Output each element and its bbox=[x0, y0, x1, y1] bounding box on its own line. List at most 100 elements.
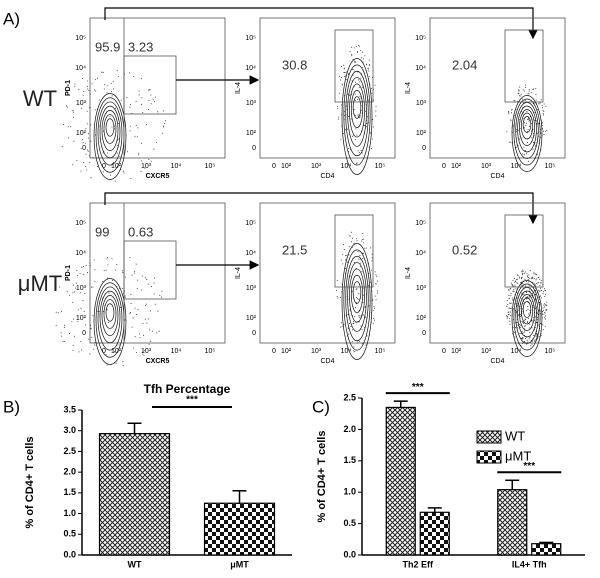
event-dot bbox=[516, 129, 518, 131]
event-dot bbox=[516, 279, 518, 281]
event-dot bbox=[60, 332, 62, 334]
event-dot bbox=[135, 263, 137, 265]
event-dot bbox=[509, 318, 511, 320]
event-dot bbox=[144, 277, 146, 279]
event-dot bbox=[97, 77, 99, 79]
event-dot bbox=[527, 341, 529, 343]
x-axis-label: CD4 bbox=[490, 358, 504, 365]
event-dot bbox=[340, 322, 342, 324]
event-dot bbox=[534, 119, 536, 121]
event-dot bbox=[157, 310, 159, 312]
event-dot bbox=[353, 108, 355, 110]
event-dot bbox=[86, 86, 88, 88]
event-dot bbox=[102, 130, 104, 132]
event-dot bbox=[507, 314, 509, 316]
event-dot bbox=[348, 147, 350, 149]
event-dot bbox=[359, 315, 361, 317]
event-dot bbox=[163, 125, 165, 127]
event-dot bbox=[345, 267, 347, 269]
contour bbox=[350, 89, 364, 129]
event-dot bbox=[526, 110, 528, 112]
event-dot bbox=[522, 89, 524, 91]
y-tick-label: 10² bbox=[416, 315, 427, 322]
event-dot bbox=[144, 350, 146, 352]
event-dot bbox=[91, 336, 93, 338]
event-dot bbox=[129, 106, 131, 108]
event-dot bbox=[540, 280, 542, 282]
event-dot bbox=[118, 344, 120, 346]
event-dot bbox=[375, 106, 377, 108]
event-dot bbox=[135, 314, 137, 316]
legend-swatch bbox=[476, 450, 502, 464]
plot-frame bbox=[89, 202, 226, 344]
event-dot bbox=[336, 289, 338, 291]
event-dot bbox=[351, 94, 353, 96]
x-tick-label: 10³ bbox=[141, 163, 152, 170]
event-dot bbox=[344, 72, 346, 74]
event-dot bbox=[513, 99, 515, 101]
event-dot bbox=[336, 295, 338, 297]
event-dot bbox=[57, 312, 59, 314]
event-dot bbox=[347, 328, 349, 330]
event-dot bbox=[536, 153, 538, 155]
x-tick-label: 10² bbox=[281, 348, 292, 355]
event-dot bbox=[103, 88, 105, 90]
event-dot bbox=[129, 125, 131, 127]
event-dot bbox=[531, 296, 533, 298]
event-dot bbox=[111, 90, 113, 92]
event-dot bbox=[155, 141, 157, 143]
event-dot bbox=[543, 304, 545, 306]
event-dot bbox=[510, 119, 512, 121]
event-dot bbox=[368, 59, 370, 61]
event-dot bbox=[517, 283, 519, 285]
event-dot bbox=[87, 150, 89, 152]
event-dot bbox=[358, 299, 360, 301]
event-dot bbox=[141, 142, 143, 144]
event-dot bbox=[529, 331, 531, 333]
event-dot bbox=[158, 330, 160, 332]
event-dot bbox=[142, 334, 144, 336]
event-dot bbox=[543, 303, 545, 305]
event-dot bbox=[350, 325, 352, 327]
event-dot bbox=[528, 313, 530, 315]
event-dot bbox=[534, 327, 536, 329]
event-dot bbox=[506, 131, 508, 133]
event-dot bbox=[527, 93, 529, 95]
event-dot bbox=[107, 85, 109, 87]
y-tick-label: 3.5 bbox=[63, 404, 76, 414]
event-dot bbox=[358, 293, 360, 295]
event-dot bbox=[336, 279, 338, 281]
event-dot bbox=[86, 271, 88, 273]
event-dot bbox=[72, 350, 74, 352]
event-dot bbox=[532, 148, 534, 150]
event-dot bbox=[119, 155, 121, 157]
event-dot bbox=[531, 293, 533, 295]
event-dot bbox=[159, 294, 161, 296]
y-axis-label: IL-4 bbox=[405, 267, 412, 279]
row-label: μMT bbox=[18, 271, 62, 296]
event-dot bbox=[355, 322, 357, 324]
event-dot bbox=[107, 264, 109, 266]
contour bbox=[519, 294, 535, 331]
event-dot bbox=[527, 276, 529, 278]
event-dot bbox=[361, 271, 363, 273]
event-dot bbox=[523, 90, 525, 92]
event-dot bbox=[70, 126, 72, 128]
event-dot bbox=[522, 332, 524, 334]
event-dot bbox=[342, 133, 344, 135]
x-tick-label: 10⁴ bbox=[511, 163, 522, 170]
event-dot bbox=[357, 52, 359, 54]
event-dot bbox=[144, 318, 146, 320]
event-dot bbox=[100, 71, 102, 73]
y-axis-label: PD-1 bbox=[65, 80, 72, 96]
event-dot bbox=[353, 322, 355, 324]
event-dot bbox=[523, 322, 525, 324]
event-dot bbox=[83, 91, 85, 93]
event-dot bbox=[359, 265, 361, 267]
event-dot bbox=[525, 271, 527, 273]
event-dot bbox=[522, 153, 524, 155]
event-dot bbox=[72, 344, 74, 346]
event-dot bbox=[130, 302, 132, 304]
event-dot bbox=[348, 254, 350, 256]
plot-frame bbox=[429, 17, 566, 159]
